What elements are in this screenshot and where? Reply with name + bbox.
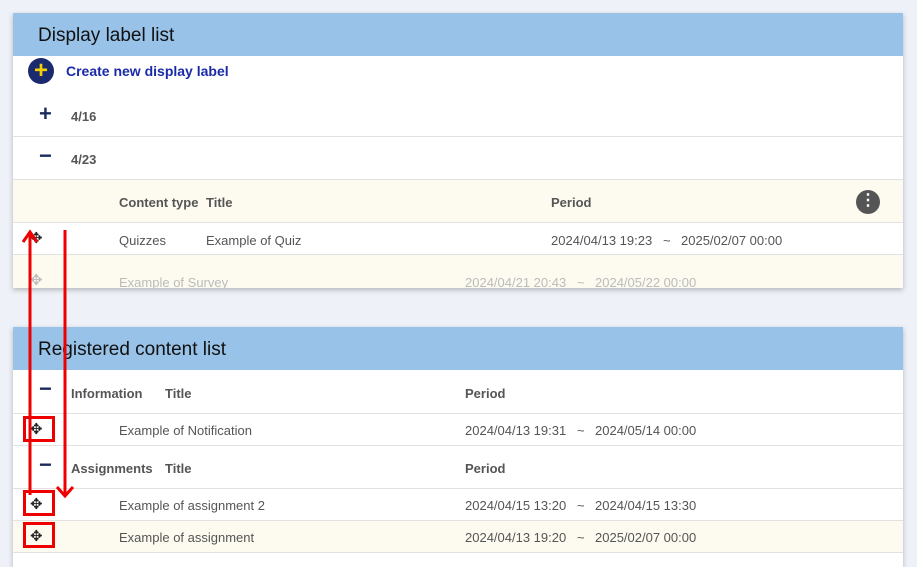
cell-end: 2024/05/22 00:00 xyxy=(595,275,697,288)
cell-start: 2024/04/13 19:20 xyxy=(465,530,567,545)
collapse-icon[interactable]: − xyxy=(39,376,52,401)
col-period: Period xyxy=(465,461,506,476)
cell-title: Example of assignment xyxy=(119,530,255,545)
cell-end: 2024/04/15 13:30 xyxy=(595,498,697,513)
plus-circle-icon: + xyxy=(28,58,54,84)
cell-title: Example of Survey xyxy=(119,275,229,288)
col-title: Title xyxy=(165,461,192,476)
group-row-assignments[interactable]: − Assignments Title Period xyxy=(13,446,903,489)
cell-start: 2024/04/13 19:23 xyxy=(551,233,653,248)
group-row-4-16[interactable]: + 4/16 xyxy=(13,93,903,137)
cell-end: 2024/05/14 00:00 xyxy=(595,423,697,438)
group-label: 4/16 xyxy=(71,109,97,124)
expand-icon[interactable]: + xyxy=(39,101,52,126)
drag-handle-icon[interactable]: ✥ xyxy=(30,496,43,513)
cell-title: Example of assignment 2 xyxy=(119,498,265,513)
group-label: Information xyxy=(71,386,143,401)
col-content-type: Content type xyxy=(119,195,199,210)
group-label: Assignments xyxy=(71,461,153,476)
table-row: ✥ Example of assignment 2024/04/13 19:20… xyxy=(13,521,903,553)
highlight-box xyxy=(23,416,55,442)
cell-start: 2024/04/21 20:43 xyxy=(465,275,567,288)
collapse-icon[interactable]: − xyxy=(39,143,52,168)
table-row: ✥ Example of assignment 2 2024/04/15 13:… xyxy=(13,489,903,521)
cell-sep: ~ xyxy=(577,275,585,288)
cell-end: 2025/02/07 00:00 xyxy=(595,530,697,545)
col-title: Title xyxy=(165,386,192,401)
panel-title: Display label list xyxy=(13,13,903,56)
table-row: ✥ Quizzes Example of Quiz 2024/04/13 19:… xyxy=(13,223,903,255)
drag-handle-icon[interactable]: ✥ xyxy=(30,528,43,545)
panel-title: Registered content list xyxy=(13,327,903,370)
more-options-icon[interactable]: ⋮ xyxy=(856,190,880,214)
create-display-label-button[interactable]: + Create new display label xyxy=(28,58,229,84)
group-row-information[interactable]: − Information Title Period xyxy=(13,370,903,414)
highlight-box xyxy=(23,522,55,548)
cell-sep: ~ xyxy=(577,423,585,438)
drag-handle-icon[interactable]: ✥ xyxy=(30,272,43,288)
display-label-panel: Display label list + Create new display … xyxy=(13,13,903,288)
cell-content-type: Quizzes xyxy=(119,233,166,248)
cell-start: 2024/04/13 19:31 xyxy=(465,423,567,438)
registered-content-panel: Registered content list − Information Ti… xyxy=(13,327,903,567)
highlight-box xyxy=(23,490,55,516)
cell-sep: ~ xyxy=(577,530,585,545)
table-row: ✥ Example of Notification 2024/04/13 19:… xyxy=(13,414,903,446)
arrow-down-icon xyxy=(55,230,75,499)
cell-sep: ~ xyxy=(663,233,671,248)
group-label: 4/23 xyxy=(71,152,97,167)
table-header: Content type Title Period ⋮ xyxy=(13,180,903,223)
cell-title: Example of Notification xyxy=(119,423,252,438)
cell-end: 2025/02/07 00:00 xyxy=(681,233,783,248)
cell-title: Example of Quiz xyxy=(206,233,302,248)
col-period: Period xyxy=(465,386,506,401)
cell-sep: ~ xyxy=(577,498,585,513)
create-label-text: Create new display label xyxy=(66,63,229,79)
arrow-up-icon xyxy=(21,229,39,495)
group-row-4-23[interactable]: − 4/23 xyxy=(13,137,903,180)
col-title: Title xyxy=(206,195,233,210)
collapse-icon[interactable]: − xyxy=(39,452,52,477)
col-period: Period xyxy=(551,195,592,210)
drag-handle-icon[interactable]: ✥ xyxy=(30,421,43,438)
cell-start: 2024/04/15 13:20 xyxy=(465,498,567,513)
table-row-dragging: ✥ Example of Survey 2024/04/21 20:43 ~ 2… xyxy=(13,255,903,288)
